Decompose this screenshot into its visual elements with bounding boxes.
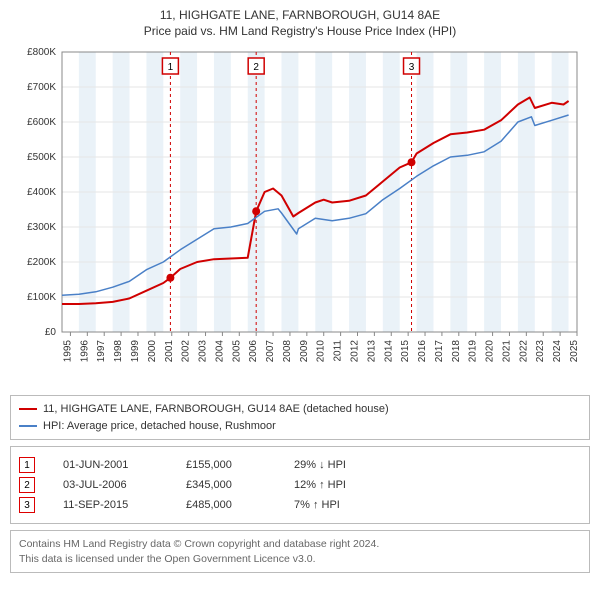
svg-text:2003: 2003 <box>198 340 209 363</box>
svg-text:2: 2 <box>253 62 259 73</box>
svg-text:2009: 2009 <box>299 340 310 363</box>
svg-text:£400K: £400K <box>27 187 56 198</box>
svg-text:1999: 1999 <box>130 340 141 363</box>
sale-price: £155,000 <box>186 459 266 471</box>
sale-marker-icon: 2 <box>19 477 35 493</box>
svg-text:2022: 2022 <box>518 340 529 363</box>
svg-text:£100K: £100K <box>27 292 56 303</box>
price-chart: £0 £100K £200K £300K £400K £500K £600K £700K £80… <box>10 44 585 389</box>
svg-text:2020: 2020 <box>485 340 496 363</box>
sale-price: £485,000 <box>186 499 266 511</box>
svg-text:2007: 2007 <box>265 340 276 363</box>
svg-text:2006: 2006 <box>248 340 259 363</box>
svg-text:2016: 2016 <box>417 340 428 363</box>
sale-price: £345,000 <box>186 479 266 491</box>
svg-text:3: 3 <box>409 62 415 73</box>
svg-text:2021: 2021 <box>501 340 512 363</box>
svg-text:2001: 2001 <box>164 340 175 363</box>
svg-text:2018: 2018 <box>451 340 462 363</box>
chart-titles: 11, HIGHGATE LANE, FARNBOROUGH, GU14 8AE… <box>10 8 590 38</box>
license-notice: Contains HM Land Registry data © Crown c… <box>10 530 590 573</box>
svg-text:2023: 2023 <box>535 340 546 363</box>
sale-row: 3 11-SEP-2015 £485,000 7% ↑ HPI <box>19 497 581 513</box>
svg-text:£0: £0 <box>45 327 57 338</box>
svg-text:2005: 2005 <box>231 340 242 363</box>
svg-text:2024: 2024 <box>552 340 563 363</box>
sale-date: 03-JUL-2006 <box>63 479 158 491</box>
svg-text:2011: 2011 <box>333 340 344 362</box>
svg-text:2013: 2013 <box>366 340 377 363</box>
svg-text:1995: 1995 <box>62 340 73 363</box>
sale-marker-icon: 3 <box>19 497 35 513</box>
svg-text:1998: 1998 <box>113 340 124 363</box>
sale-date: 01-JUN-2001 <box>63 459 158 471</box>
license-line: This data is licensed under the Open Gov… <box>19 552 581 567</box>
sale-row: 2 03-JUL-2006 £345,000 12% ↑ HPI <box>19 477 581 493</box>
sale-date: 11-SEP-2015 <box>63 499 158 511</box>
svg-text:£600K: £600K <box>27 117 56 128</box>
svg-text:1: 1 <box>168 62 174 73</box>
sale-delta: 12% ↑ HPI <box>294 479 389 491</box>
svg-text:1996: 1996 <box>79 340 90 363</box>
legend-item: 11, HIGHGATE LANE, FARNBOROUGH, GU14 8AE… <box>19 401 581 418</box>
svg-text:2017: 2017 <box>434 340 445 363</box>
svg-text:2002: 2002 <box>181 340 192 363</box>
sale-row: 1 01-JUN-2001 £155,000 29% ↓ HPI <box>19 457 581 473</box>
svg-text:2012: 2012 <box>349 340 360 363</box>
legend-swatch <box>19 425 37 427</box>
svg-text:2010: 2010 <box>316 340 327 363</box>
sale-marker-icon: 1 <box>19 457 35 473</box>
legend-swatch <box>19 408 37 410</box>
sale-delta: 7% ↑ HPI <box>294 499 389 511</box>
legend-label: 11, HIGHGATE LANE, FARNBOROUGH, GU14 8AE… <box>43 401 389 418</box>
legend-item: HPI: Average price, detached house, Rush… <box>19 418 581 435</box>
chart-svg: £0 £100K £200K £300K £400K £500K £600K £700K £80… <box>10 44 585 389</box>
title-main: 11, HIGHGATE LANE, FARNBOROUGH, GU14 8AE <box>10 8 590 22</box>
svg-text:2004: 2004 <box>214 340 225 363</box>
sales-table: 1 01-JUN-2001 £155,000 29% ↓ HPI 2 03-JUL-200… <box>10 446 590 524</box>
title-sub: Price paid vs. HM Land Registry's House … <box>10 24 590 38</box>
legend-label: HPI: Average price, detached house, Rush… <box>43 418 276 435</box>
svg-text:£500K: £500K <box>27 152 56 163</box>
svg-text:£200K: £200K <box>27 257 56 268</box>
svg-text:2008: 2008 <box>282 340 293 363</box>
svg-text:2000: 2000 <box>147 340 158 363</box>
sale-delta: 29% ↓ HPI <box>294 459 389 471</box>
svg-text:£800K: £800K <box>27 47 56 58</box>
svg-text:1997: 1997 <box>96 340 107 363</box>
svg-text:2014: 2014 <box>383 340 394 363</box>
license-line: Contains HM Land Registry data © Crown c… <box>19 537 581 552</box>
svg-text:2025: 2025 <box>569 340 580 363</box>
svg-text:£700K: £700K <box>27 82 56 93</box>
svg-text:2019: 2019 <box>468 340 479 363</box>
svg-text:2015: 2015 <box>400 340 411 363</box>
legend: 11, HIGHGATE LANE, FARNBOROUGH, GU14 8AE… <box>10 395 590 440</box>
svg-text:£300K: £300K <box>27 222 56 233</box>
